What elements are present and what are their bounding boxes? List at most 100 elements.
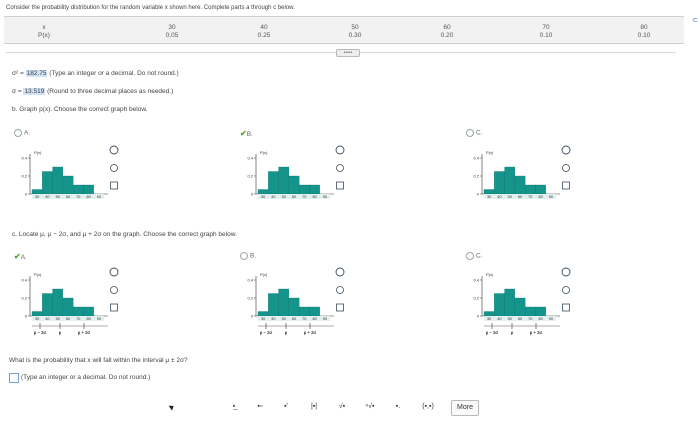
x-tick-label: 50: [282, 195, 286, 199]
x-tick-label: 80: [312, 195, 316, 199]
x-tick-label: 60: [66, 317, 70, 321]
final-question: What is the probability that x will fall…: [9, 357, 188, 364]
probability-table: x P(x) 30 0.05 40 0.25 50 0.30 60 0.20 7…: [4, 16, 684, 44]
bar: [483, 189, 495, 195]
nth-root-tool-icon[interactable]: ⁿ√▪: [365, 403, 375, 410]
y-tick-label: 0.2: [247, 296, 253, 301]
y-axis-label: P(x): [486, 272, 494, 277]
bar: [62, 175, 74, 195]
x-tick-label: 30: [261, 195, 265, 199]
checkmark-icon: ✔: [14, 252, 21, 261]
reference-icon[interactable]: ⊂: [692, 17, 698, 24]
more-button[interactable]: More: [451, 400, 479, 416]
x-tick-label: 40: [497, 317, 501, 321]
interval-tool-icon[interactable]: (▪,▪): [422, 403, 434, 410]
bar: [278, 166, 290, 195]
x-tick-label: 80: [86, 317, 90, 321]
option-c-c[interactable]: C.: [466, 252, 483, 260]
variance-hint: (Type an integer or a decimal. Do not ro…: [49, 70, 179, 77]
zoom-out-icon: [336, 164, 344, 172]
x-tick-label: 80: [312, 317, 316, 321]
open-graph-icon: [336, 181, 344, 190]
x-tick-strip: [258, 316, 330, 321]
option-c-b[interactable]: B.: [240, 252, 256, 260]
sd-answer[interactable]: 13.519: [23, 88, 46, 95]
zoom-out-icon: [110, 286, 118, 294]
y-tick-label: 0.2: [247, 174, 253, 179]
bar: [288, 297, 300, 317]
option-b-c[interactable]: C.: [466, 129, 483, 137]
bar: [42, 293, 53, 317]
zoom-in-icon: [335, 145, 345, 155]
option-label: B.: [250, 252, 257, 260]
bar: [72, 184, 84, 195]
zoom-out-icon: [562, 164, 570, 172]
x-tick-label: 70: [302, 317, 306, 321]
exponent-tool-icon[interactable]: ▪': [284, 403, 288, 410]
bar: [278, 288, 290, 317]
x-tick-strip: [32, 316, 104, 321]
decimal-tool-icon[interactable]: ▪.: [395, 403, 401, 410]
bar: [52, 288, 64, 317]
option-label: C.: [476, 252, 483, 260]
radio-icon[interactable]: [466, 252, 474, 260]
probability-answer-input[interactable]: [9, 373, 19, 383]
bar: [298, 184, 310, 195]
table-header-p: P(x): [38, 32, 50, 39]
marker-label: μ − 2σ: [260, 330, 273, 335]
option-b-b[interactable]: ✔B.: [240, 129, 253, 138]
sd-line: σ = 13.519 (Round to three decimal place…: [12, 88, 173, 95]
graph-b-b: P(x) 0.4 0.2 0 30 40 50 60 70 80 90: [247, 145, 345, 199]
marker-label: μ − 2σ: [34, 330, 47, 335]
y-tick-label: 0.4: [473, 156, 479, 161]
radio-icon[interactable]: [466, 129, 474, 137]
bar: [62, 297, 74, 317]
option-label: B.: [246, 131, 253, 138]
zoom-in-icon: [561, 145, 571, 155]
x-tick-label: 50: [282, 317, 286, 321]
graph-b-a: P(x) 0.4 0.2 0 30 40 50 60 70 80 90: [21, 145, 119, 199]
y-tick-label: 0: [477, 314, 480, 319]
y-tick-label: 0.4: [247, 278, 253, 283]
radio-icon[interactable]: [240, 252, 248, 260]
y-tick-label: 0.2: [473, 174, 479, 179]
y-tick-label: 0.4: [473, 278, 479, 283]
marker-label: μ + 2σ: [304, 330, 317, 335]
bar: [257, 189, 269, 195]
bar: [514, 297, 526, 317]
x-tick-label: 30: [35, 195, 39, 199]
x-tick-label: 50: [508, 317, 512, 321]
bar: [31, 189, 43, 195]
option-c-a[interactable]: ✔A.: [14, 252, 27, 261]
zoom-in-icon: [335, 267, 345, 277]
x-tick-label: 40: [45, 195, 49, 199]
marker-label: μ − 2σ: [486, 330, 499, 335]
marker-label: μ: [59, 330, 62, 335]
table-p-value: 0.10: [539, 32, 553, 39]
option-b-a[interactable]: A.: [14, 129, 30, 137]
x-tick-label: 50: [508, 195, 512, 199]
x-tick-strip: [484, 194, 556, 199]
x-tick-label: 90: [549, 317, 553, 321]
x-tick-label: 70: [302, 195, 306, 199]
y-tick-label: 0.4: [247, 156, 253, 161]
x-tick-label: 40: [497, 195, 501, 199]
variance-answer[interactable]: 182.75: [25, 70, 48, 77]
expand-handle[interactable]: •••••: [336, 49, 360, 57]
bar: [504, 288, 516, 317]
zoom-in-icon: [561, 267, 571, 277]
x-tick-label: 70: [76, 317, 80, 321]
option-label: C.: [476, 129, 483, 137]
sqrt-tool-icon[interactable]: √▪: [338, 403, 346, 410]
x-tick-label: 60: [66, 195, 70, 199]
absolute-value-tool-icon[interactable]: |▪|: [310, 403, 318, 410]
bar: [535, 306, 546, 317]
table-x-value: 30: [168, 24, 176, 31]
radio-icon[interactable]: [14, 129, 22, 137]
x-tick-label: 60: [518, 195, 522, 199]
x-tick-label: 60: [518, 317, 522, 321]
mixed-number-tool-icon[interactable]: ▪▫: [257, 403, 263, 410]
x-tick-label: 30: [487, 317, 491, 321]
fraction-tool-icon[interactable]: ▪̲: [232, 403, 236, 410]
marker-label: μ + 2σ: [530, 330, 543, 335]
